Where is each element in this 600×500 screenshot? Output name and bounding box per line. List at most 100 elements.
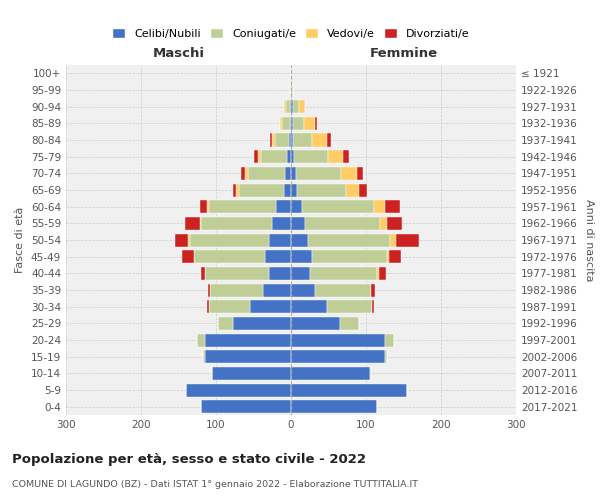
Bar: [205, 350, 291, 363]
Text: Popolazione per età, sesso e stato civile - 2022: Popolazione per età, sesso e stato civil…: [12, 452, 366, 466]
Bar: [357, 167, 363, 180]
Text: COMUNE DI LAGUNDO (BZ) - Dati ISTAT 1° gennaio 2022 - Elaborazione TUTTITALIA.IT: COMUNE DI LAGUNDO (BZ) - Dati ISTAT 1° g…: [12, 480, 418, 489]
Bar: [385, 334, 394, 346]
Bar: [390, 234, 396, 246]
Bar: [290, 84, 291, 96]
Bar: [372, 300, 374, 313]
Bar: [291, 234, 308, 246]
Bar: [304, 117, 315, 130]
Bar: [379, 267, 386, 280]
Bar: [209, 300, 250, 313]
Bar: [343, 150, 349, 163]
Bar: [387, 250, 389, 263]
Y-axis label: Fasce di età: Fasce di età: [16, 207, 25, 273]
Bar: [284, 184, 291, 196]
Bar: [284, 100, 286, 113]
Bar: [373, 200, 385, 213]
Bar: [254, 150, 258, 163]
Bar: [188, 234, 190, 246]
Bar: [291, 150, 294, 163]
Bar: [291, 267, 310, 280]
Bar: [210, 284, 263, 296]
Bar: [310, 267, 377, 280]
Bar: [269, 267, 291, 280]
Bar: [377, 267, 379, 280]
Bar: [201, 217, 272, 230]
Bar: [199, 200, 207, 213]
Bar: [245, 167, 248, 180]
Bar: [233, 184, 236, 196]
Bar: [275, 134, 289, 146]
Bar: [205, 334, 291, 346]
Bar: [212, 367, 291, 380]
Bar: [250, 300, 291, 313]
Bar: [193, 250, 265, 263]
Legend: Celibi/Nubili, Coniugati/e, Vedovi/e, Divorziati/e: Celibi/Nubili, Coniugati/e, Vedovi/e, Di…: [109, 25, 473, 42]
Bar: [302, 200, 373, 213]
Bar: [297, 184, 346, 196]
Bar: [205, 267, 269, 280]
Bar: [186, 384, 291, 396]
Bar: [291, 84, 292, 96]
Bar: [296, 167, 341, 180]
Bar: [293, 134, 312, 146]
Bar: [272, 134, 275, 146]
Bar: [291, 384, 407, 396]
Bar: [291, 317, 340, 330]
Bar: [199, 217, 201, 230]
Bar: [291, 134, 293, 146]
Bar: [346, 184, 359, 196]
Bar: [315, 117, 317, 130]
Bar: [305, 217, 380, 230]
Bar: [327, 300, 372, 313]
Bar: [293, 100, 299, 113]
Bar: [308, 234, 390, 246]
Bar: [190, 234, 269, 246]
Bar: [291, 367, 370, 380]
Bar: [218, 317, 233, 330]
Bar: [291, 100, 293, 113]
Bar: [282, 117, 290, 130]
Bar: [272, 217, 291, 230]
Text: Maschi: Maschi: [152, 47, 205, 60]
Bar: [185, 217, 199, 230]
Bar: [201, 400, 291, 413]
Bar: [291, 217, 305, 230]
Bar: [291, 350, 385, 363]
Y-axis label: Anni di nascita: Anni di nascita: [584, 198, 594, 281]
Bar: [299, 100, 305, 113]
Bar: [285, 167, 291, 180]
Bar: [370, 367, 371, 380]
Bar: [241, 167, 245, 180]
Bar: [327, 134, 331, 146]
Bar: [291, 200, 302, 213]
Bar: [270, 134, 272, 146]
Bar: [385, 350, 387, 363]
Bar: [328, 150, 343, 163]
Bar: [293, 117, 304, 130]
Bar: [261, 150, 287, 163]
Bar: [340, 317, 359, 330]
Bar: [290, 117, 291, 130]
Bar: [233, 317, 291, 330]
Bar: [396, 234, 419, 246]
Bar: [291, 184, 297, 196]
Bar: [207, 300, 209, 313]
Bar: [208, 284, 210, 296]
Bar: [315, 284, 371, 296]
Bar: [258, 150, 261, 163]
Bar: [203, 350, 205, 363]
Bar: [276, 200, 291, 213]
Bar: [291, 167, 296, 180]
Bar: [291, 284, 315, 296]
Bar: [265, 250, 291, 263]
Bar: [175, 234, 188, 246]
Text: Femmine: Femmine: [370, 47, 437, 60]
Bar: [197, 334, 205, 346]
Bar: [239, 184, 284, 196]
Bar: [291, 250, 312, 263]
Bar: [291, 117, 293, 130]
Bar: [291, 300, 327, 313]
Bar: [289, 134, 291, 146]
Bar: [263, 284, 291, 296]
